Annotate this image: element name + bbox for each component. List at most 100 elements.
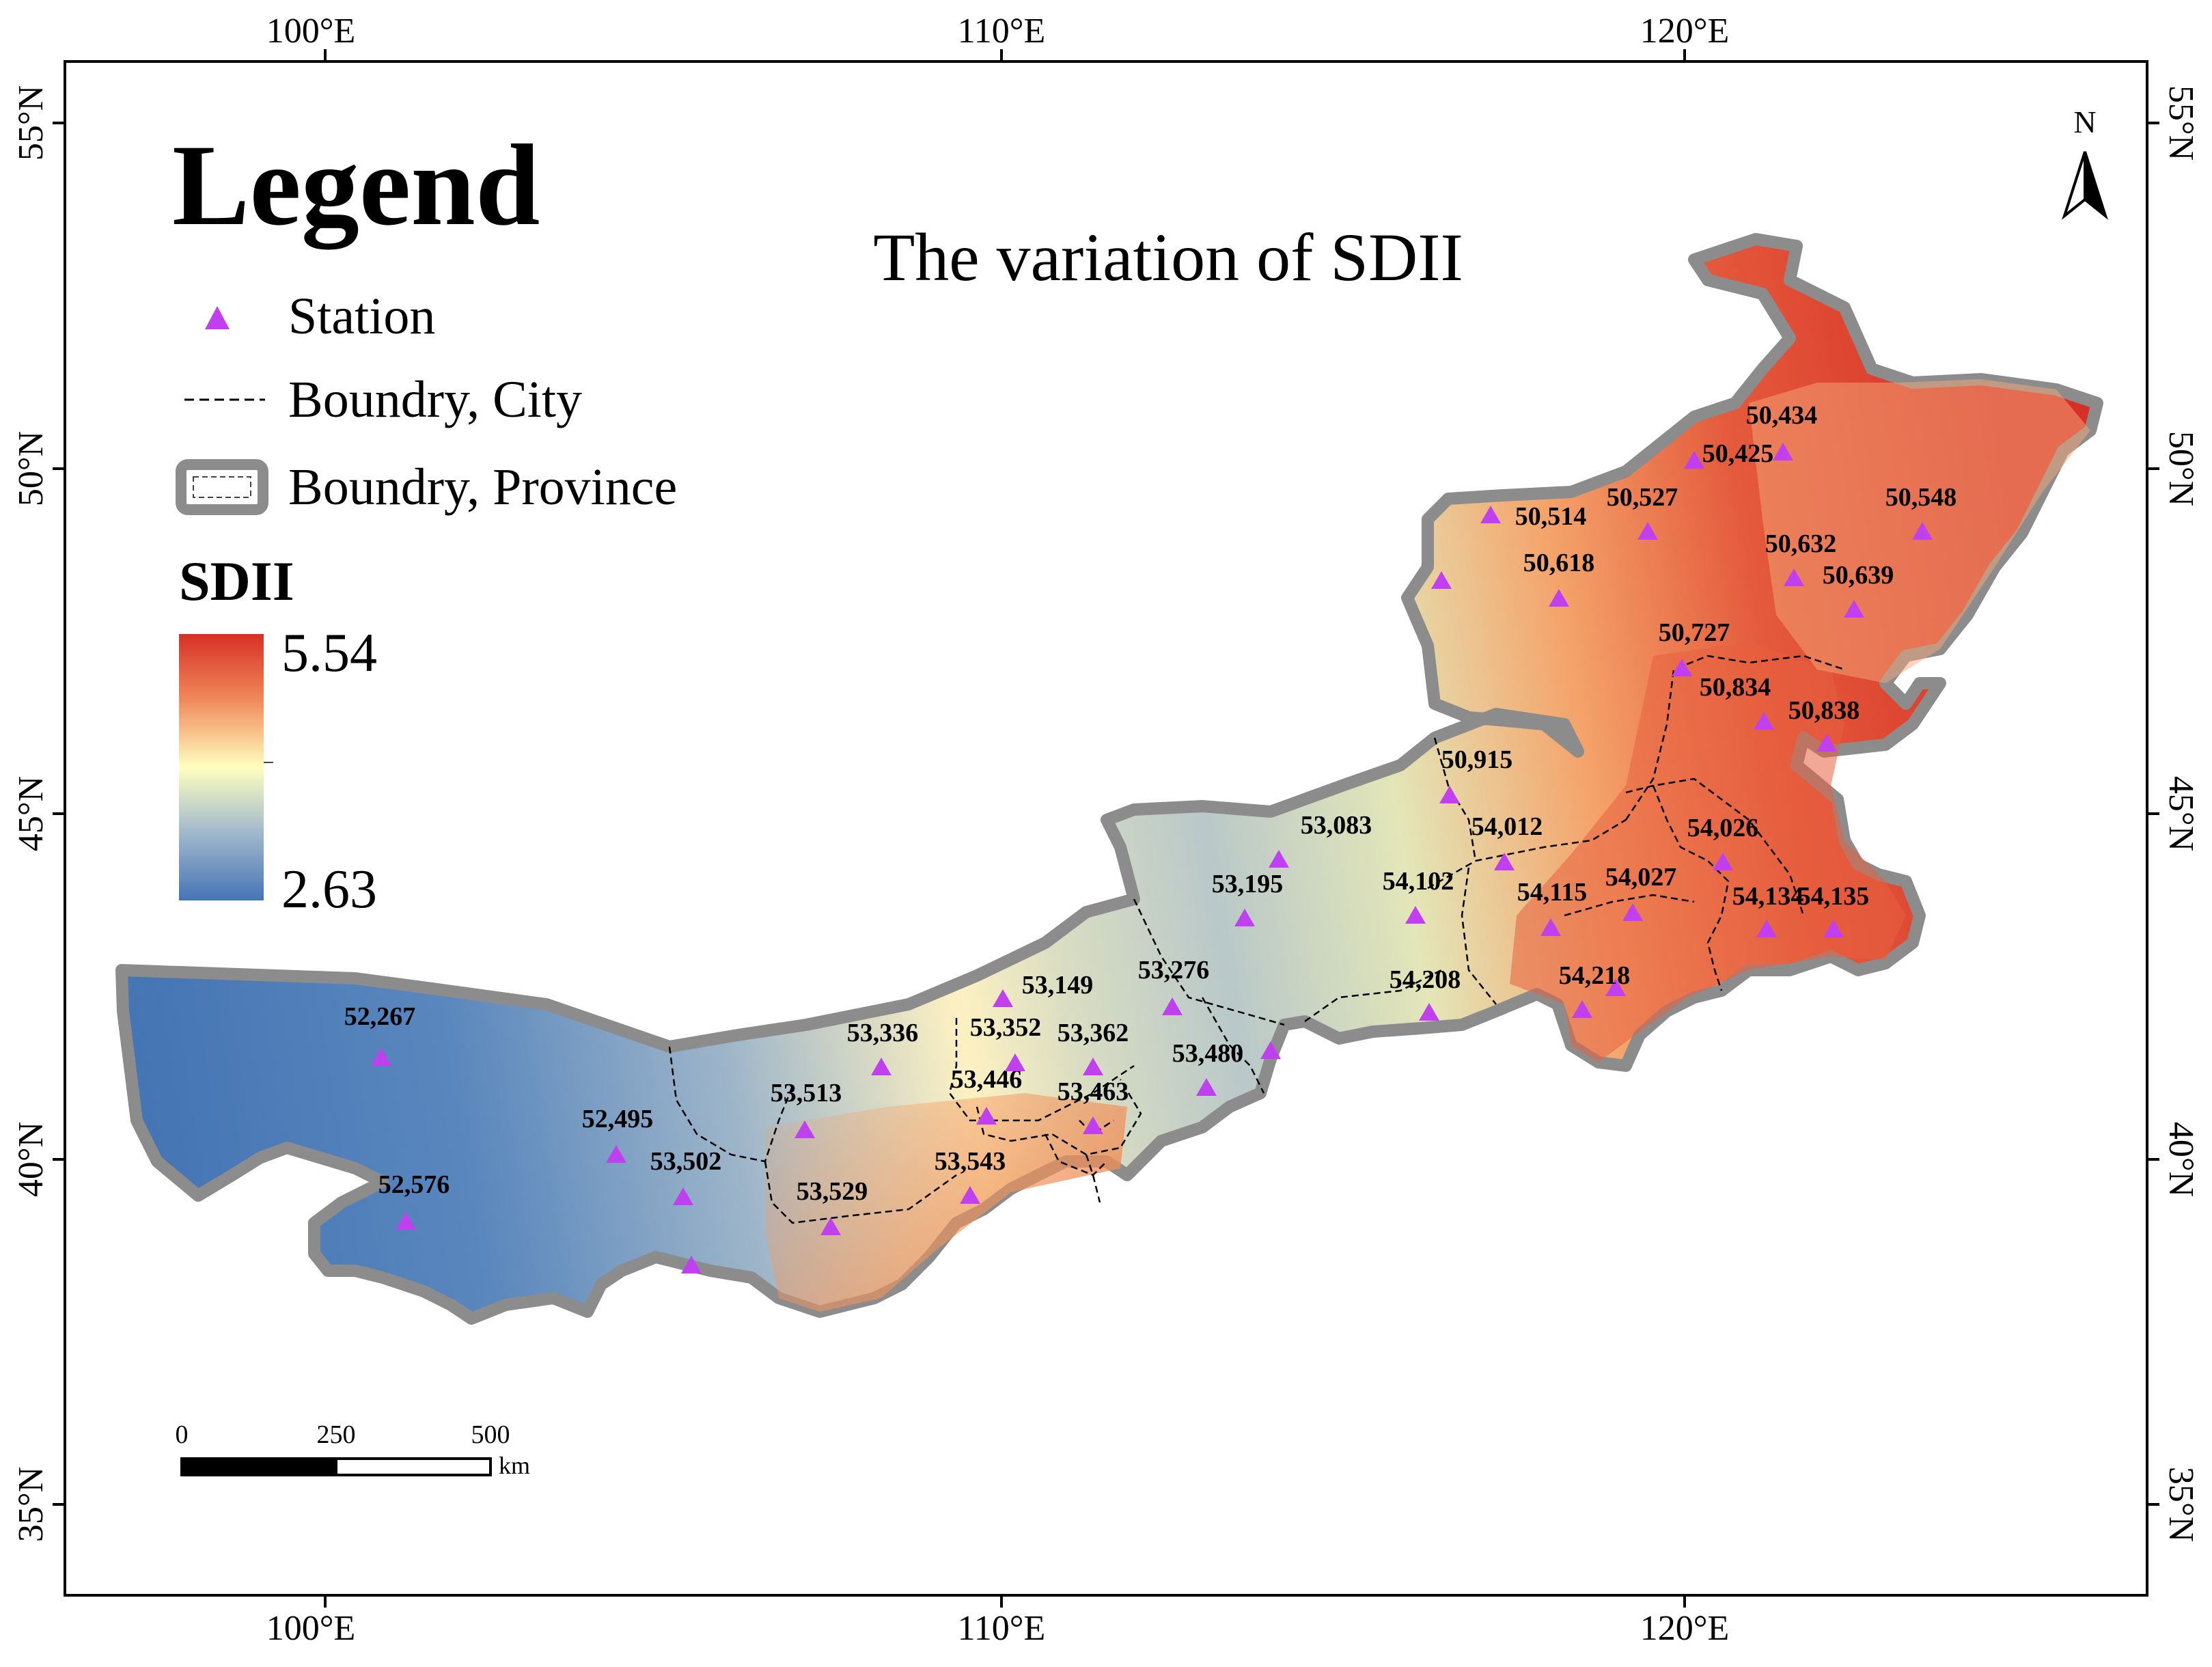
station-label: 53,352	[970, 1013, 1042, 1042]
station-marker	[1572, 1000, 1592, 1018]
station-label: 53,362	[1057, 1019, 1129, 1047]
station-label: 50,632	[1765, 529, 1837, 558]
station-label: 54,115	[1517, 878, 1587, 907]
station-marker	[1260, 1041, 1281, 1059]
lat-label: 55°N	[2161, 85, 2200, 161]
lat-labels-right: 55°N 50°N 45°N 40°N 35°N	[2161, 85, 2200, 1542]
scale-bar-white	[335, 1457, 492, 1476]
station-marker	[1754, 712, 1774, 730]
station-label: 50,618	[1523, 549, 1595, 577]
lon-labels-bottom: 100°E 110°E 120°E	[266, 1609, 1730, 1648]
station-marker	[1622, 903, 1643, 921]
province-boundary-legend-icon	[176, 459, 268, 515]
scale-tick-label: 500	[471, 1420, 510, 1449]
station-label: 54,218	[1559, 961, 1631, 990]
station-marker	[1405, 906, 1426, 924]
scale-tick-label: 0	[176, 1420, 189, 1449]
station-legend-icon	[205, 306, 230, 329]
station-marker	[1005, 1053, 1025, 1071]
station-marker	[1439, 786, 1460, 803]
station-label: 53,149	[1022, 971, 1094, 1000]
station-label: 53,480	[1172, 1039, 1244, 1068]
lat-label: 50°N	[12, 431, 51, 506]
lat-label: 35°N	[2161, 1467, 2200, 1542]
station-marker	[1431, 571, 1452, 589]
station-marker	[1713, 853, 1733, 870]
map-title: The variation of SDII	[873, 219, 1463, 295]
station-label: 54,102	[1383, 867, 1454, 896]
station-marker	[871, 1058, 891, 1075]
station-marker	[1083, 1058, 1103, 1075]
station-label: 53,195	[1212, 870, 1284, 898]
station-marker	[1083, 1116, 1103, 1134]
station-label: 53,336	[847, 1019, 919, 1047]
station-marker	[371, 1048, 391, 1066]
station-marker	[673, 1187, 693, 1205]
legend-station-label: Station	[288, 288, 435, 345]
station-marker	[1196, 1078, 1217, 1096]
lon-label: 100°E	[266, 1609, 356, 1648]
north-arrow: N	[2062, 105, 2108, 220]
station-marker	[976, 1107, 997, 1125]
legend-heading: Legend	[172, 121, 540, 249]
station-label: 50,639	[1823, 561, 1894, 590]
legend-province-label: Boundry, Province	[288, 458, 677, 516]
station-label: 50,838	[1788, 696, 1860, 725]
station-marker	[1823, 920, 1844, 937]
station-marker	[1684, 451, 1704, 469]
lon-label: 100°E	[266, 12, 356, 51]
stations-layer: 52,267 52,495 52,576 53,502 53,513 53,529 53,3…	[344, 401, 1957, 1273]
south-warm-zone	[765, 1093, 1127, 1312]
lat-label: 40°N	[12, 1122, 51, 1197]
station-marker	[1912, 522, 1933, 540]
station-label: 53,276	[1138, 956, 1210, 984]
station-marker	[993, 989, 1013, 1007]
colorbar-max-label: 5.54	[281, 623, 377, 683]
lat-labels-left: 55°N 50°N 45°N 40°N 35°N	[12, 85, 51, 1542]
station-label: 50,514	[1515, 502, 1587, 531]
station-label: 50,915	[1441, 745, 1513, 774]
station-label: 53,083	[1301, 811, 1372, 840]
station-label: 50,434	[1746, 401, 1818, 430]
station-label: 53,463	[1057, 1077, 1129, 1106]
station-marker	[1756, 920, 1777, 937]
station-marker	[1672, 659, 1692, 676]
station-label: 50,548	[1885, 483, 1957, 512]
station-label: 54,026	[1687, 814, 1759, 842]
colorbar-min-label: 2.63	[281, 859, 377, 920]
station-marker	[1816, 734, 1837, 752]
station-label: 50,425	[1702, 439, 1774, 468]
lat-label: 35°N	[12, 1467, 51, 1542]
station-label: 53,513	[771, 1079, 842, 1107]
lat-label: 45°N	[2161, 776, 2200, 851]
station-marker	[1162, 997, 1183, 1015]
station-marker	[1419, 1003, 1439, 1021]
station-label: 52,576	[378, 1170, 450, 1199]
station-label: 54,134	[1732, 882, 1804, 911]
station-marker	[681, 1256, 702, 1273]
scale-tick-label: 250	[317, 1420, 356, 1449]
warm-zone	[1510, 642, 1906, 1062]
station-label: 53,529	[797, 1177, 868, 1206]
station-label: 54,208	[1390, 965, 1461, 994]
station-marker	[820, 1217, 841, 1235]
station-marker	[1844, 600, 1864, 618]
station-label: 52,495	[582, 1105, 654, 1133]
lon-label: 120°E	[1640, 12, 1730, 51]
lat-label: 50°N	[2161, 431, 2200, 506]
station-label: 50,727	[1659, 618, 1730, 647]
station-marker	[1269, 850, 1289, 868]
station-marker	[1540, 918, 1561, 936]
sdii-colorbar	[179, 634, 264, 900]
station-label: 50,834	[1700, 673, 1771, 702]
lat-label: 55°N	[12, 85, 51, 161]
station-marker	[794, 1120, 815, 1138]
station-label: 50,527	[1607, 483, 1678, 512]
lat-label: 45°N	[12, 776, 51, 851]
graticule-ticks	[53, 49, 2159, 1608]
station-marker	[1549, 589, 1569, 607]
station-marker	[1637, 522, 1658, 540]
lon-label: 120°E	[1640, 1609, 1730, 1648]
station-label: 54,027	[1605, 863, 1677, 892]
